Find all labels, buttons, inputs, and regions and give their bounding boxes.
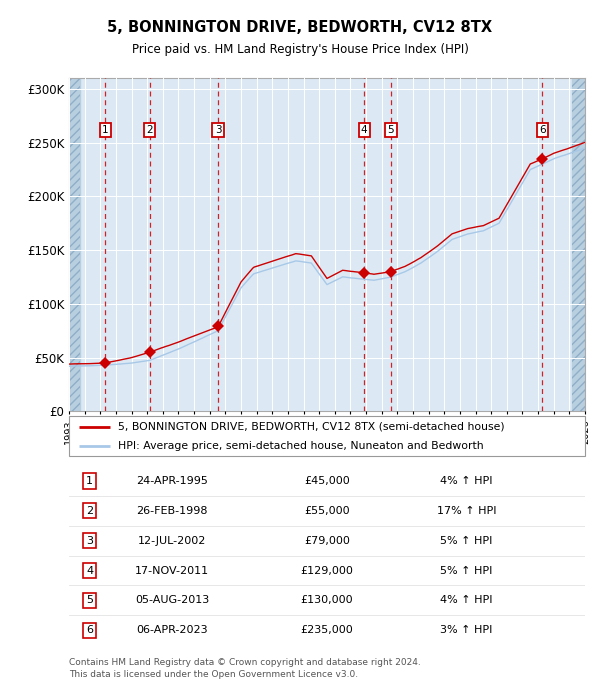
Text: 2: 2 <box>146 125 153 135</box>
Text: 1: 1 <box>86 476 93 486</box>
Text: 5, BONNINGTON DRIVE, BEDWORTH, CV12 8TX (semi-detached house): 5, BONNINGTON DRIVE, BEDWORTH, CV12 8TX … <box>118 422 505 432</box>
Text: £235,000: £235,000 <box>301 626 353 635</box>
Text: 06-APR-2023: 06-APR-2023 <box>136 626 208 635</box>
Text: 4% ↑ HPI: 4% ↑ HPI <box>440 596 493 605</box>
Text: 12-JUL-2002: 12-JUL-2002 <box>138 536 206 545</box>
Text: 05-AUG-2013: 05-AUG-2013 <box>135 596 209 605</box>
Text: £45,000: £45,000 <box>304 476 350 486</box>
Text: 5% ↑ HPI: 5% ↑ HPI <box>440 536 493 545</box>
Text: HPI: Average price, semi-detached house, Nuneaton and Bedworth: HPI: Average price, semi-detached house,… <box>118 441 484 451</box>
Text: 6: 6 <box>539 125 545 135</box>
Text: 6: 6 <box>86 626 93 635</box>
Text: Contains HM Land Registry data © Crown copyright and database right 2024.: Contains HM Land Registry data © Crown c… <box>69 658 421 666</box>
Text: 4% ↑ HPI: 4% ↑ HPI <box>440 476 493 486</box>
Text: 4: 4 <box>86 566 93 575</box>
Text: £129,000: £129,000 <box>301 566 353 575</box>
Text: 24-APR-1995: 24-APR-1995 <box>136 476 208 486</box>
Text: This data is licensed under the Open Government Licence v3.0.: This data is licensed under the Open Gov… <box>69 670 358 679</box>
Text: £79,000: £79,000 <box>304 536 350 545</box>
Bar <box>572 78 585 411</box>
Bar <box>69 78 80 411</box>
Text: 5: 5 <box>388 125 394 135</box>
Text: 17-NOV-2011: 17-NOV-2011 <box>135 566 209 575</box>
Text: 1: 1 <box>102 125 109 135</box>
Text: 4: 4 <box>361 125 368 135</box>
Text: £130,000: £130,000 <box>301 596 353 605</box>
Text: 5: 5 <box>86 596 93 605</box>
Bar <box>69 78 80 411</box>
Text: 5% ↑ HPI: 5% ↑ HPI <box>440 566 493 575</box>
Bar <box>572 78 585 411</box>
Text: 5, BONNINGTON DRIVE, BEDWORTH, CV12 8TX: 5, BONNINGTON DRIVE, BEDWORTH, CV12 8TX <box>107 20 493 35</box>
Text: 2: 2 <box>86 506 93 515</box>
Text: 17% ↑ HPI: 17% ↑ HPI <box>437 506 496 515</box>
Text: 26-FEB-1998: 26-FEB-1998 <box>136 506 208 515</box>
Text: 3: 3 <box>86 536 93 545</box>
Text: £55,000: £55,000 <box>304 506 350 515</box>
Text: 3% ↑ HPI: 3% ↑ HPI <box>440 626 493 635</box>
Text: 3: 3 <box>215 125 221 135</box>
Text: Price paid vs. HM Land Registry's House Price Index (HPI): Price paid vs. HM Land Registry's House … <box>131 43 469 56</box>
